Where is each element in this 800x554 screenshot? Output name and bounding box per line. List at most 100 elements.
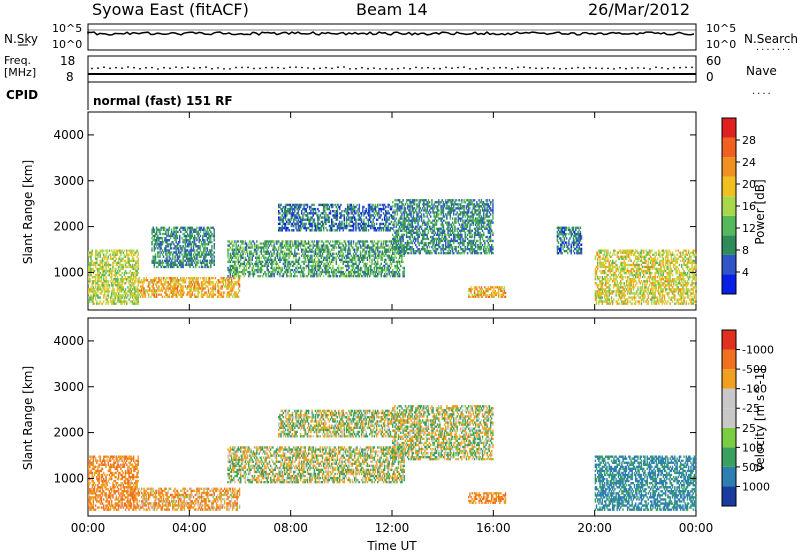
data-cell bbox=[89, 290, 91, 293]
data-cell bbox=[443, 248, 446, 251]
nave-dot bbox=[91, 67, 93, 70]
data-cell bbox=[176, 265, 179, 269]
data-cell bbox=[234, 281, 236, 284]
data-cell bbox=[402, 225, 404, 228]
data-cell bbox=[316, 254, 318, 257]
data-cell bbox=[265, 250, 267, 253]
nave-dot bbox=[529, 66, 531, 69]
data-cell bbox=[426, 203, 428, 206]
data-cell bbox=[380, 210, 382, 213]
data-cell bbox=[299, 272, 302, 276]
data-cell bbox=[283, 266, 286, 270]
data-cell bbox=[191, 249, 194, 252]
data-cell bbox=[108, 290, 111, 293]
data-cell bbox=[264, 242, 266, 245]
data-cell bbox=[282, 218, 285, 221]
data-cell bbox=[311, 256, 313, 259]
data-cell bbox=[109, 276, 112, 279]
data-cell bbox=[111, 257, 113, 260]
data-cell bbox=[128, 276, 130, 279]
data-cell bbox=[409, 219, 411, 222]
data-cell bbox=[297, 229, 300, 232]
data-cell bbox=[236, 270, 238, 274]
data-cell bbox=[100, 265, 103, 269]
data-cell bbox=[234, 295, 236, 298]
data-cell bbox=[253, 244, 256, 247]
data-cell bbox=[402, 203, 404, 206]
data-cell bbox=[443, 233, 446, 237]
data-cell bbox=[281, 246, 283, 249]
data-cell bbox=[132, 276, 135, 279]
data-cell bbox=[253, 246, 256, 249]
data-cell bbox=[199, 247, 202, 250]
data-cell bbox=[297, 262, 300, 266]
data-cell bbox=[103, 278, 105, 281]
data-cell bbox=[100, 261, 103, 265]
data-cell bbox=[187, 291, 189, 294]
data-cell bbox=[314, 252, 317, 255]
data-cell bbox=[289, 218, 291, 221]
data-cell bbox=[119, 263, 121, 267]
data-cell bbox=[363, 248, 365, 251]
data-cell bbox=[245, 262, 248, 266]
data-cell bbox=[134, 296, 136, 299]
nave-dot bbox=[457, 66, 459, 69]
data-cell bbox=[266, 250, 268, 253]
data-cell bbox=[203, 251, 205, 254]
data-cell bbox=[202, 239, 204, 242]
data-cell bbox=[382, 254, 385, 257]
data-cell bbox=[210, 239, 212, 242]
data-cell bbox=[439, 241, 441, 245]
data-cell bbox=[424, 221, 426, 224]
data-cell bbox=[104, 288, 106, 291]
data-cell bbox=[416, 207, 418, 210]
data-cell bbox=[380, 270, 382, 274]
data-cell bbox=[333, 270, 335, 274]
data-cell bbox=[89, 288, 91, 291]
data-cell bbox=[106, 300, 108, 303]
data-cell bbox=[259, 270, 262, 274]
data-cell bbox=[373, 262, 376, 266]
data-cell bbox=[260, 260, 263, 264]
data-cell bbox=[435, 221, 438, 224]
data-cell bbox=[284, 262, 287, 266]
data-cell bbox=[182, 293, 184, 296]
data-cell bbox=[344, 242, 347, 245]
data-cell bbox=[200, 243, 203, 246]
data-cell bbox=[327, 256, 329, 259]
data-cell bbox=[345, 268, 348, 272]
data-cell bbox=[195, 236, 197, 240]
data-cell bbox=[212, 253, 214, 256]
data-cell bbox=[409, 231, 411, 235]
data-cell bbox=[373, 258, 376, 262]
data-cell bbox=[350, 264, 352, 268]
data-cell bbox=[221, 295, 224, 298]
data-cell bbox=[392, 227, 394, 230]
data-cell bbox=[151, 243, 153, 246]
data-cell bbox=[234, 268, 236, 272]
nave-dot bbox=[175, 66, 177, 68]
data-cell bbox=[207, 251, 210, 254]
data-cell bbox=[316, 264, 318, 268]
data-cell bbox=[175, 230, 177, 234]
data-cell bbox=[357, 254, 359, 257]
data-cell bbox=[333, 268, 335, 272]
data-cell bbox=[286, 254, 288, 257]
data-cell bbox=[332, 275, 334, 278]
data-cell bbox=[335, 214, 338, 217]
data-cell bbox=[282, 275, 285, 278]
data-cell bbox=[370, 268, 372, 272]
data-cell bbox=[417, 233, 419, 237]
data-cell bbox=[410, 201, 412, 204]
data-cell bbox=[378, 270, 380, 274]
nave-dot bbox=[631, 67, 633, 69]
data-cell bbox=[355, 242, 357, 245]
data-cell bbox=[113, 302, 115, 305]
data-cell bbox=[198, 247, 200, 250]
data-cell bbox=[310, 254, 312, 257]
data-cell bbox=[327, 252, 329, 255]
data-cell bbox=[328, 264, 331, 268]
data-cell bbox=[260, 242, 263, 245]
data-cell bbox=[284, 246, 287, 249]
data-cell bbox=[366, 244, 369, 247]
